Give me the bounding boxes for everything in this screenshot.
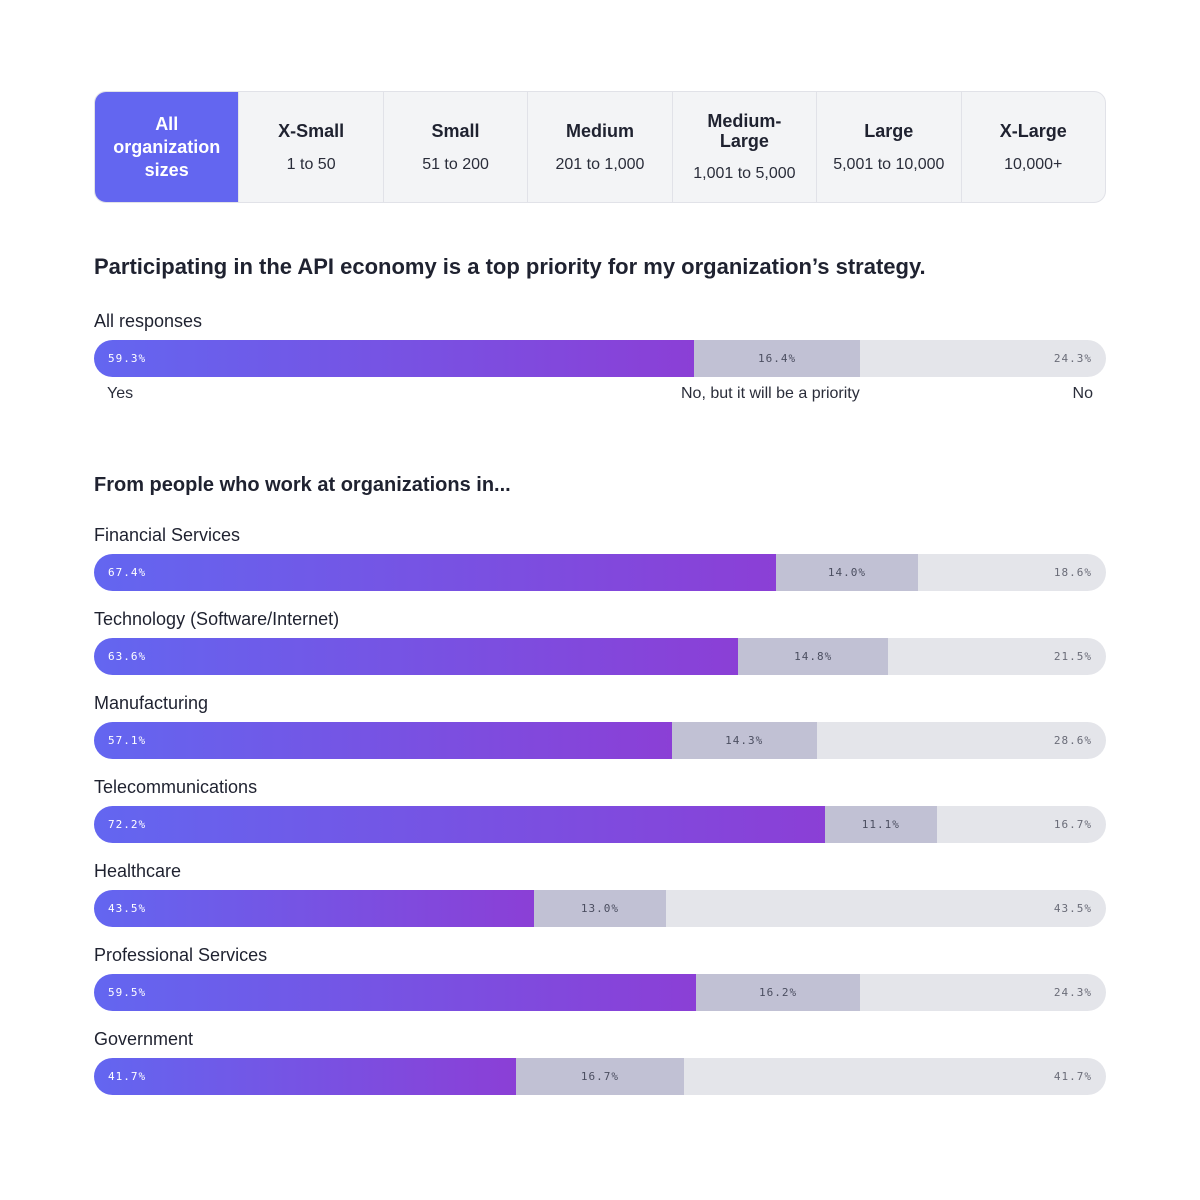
bar-value-label: 59.3% bbox=[108, 352, 147, 365]
bar-segment-yes: 59.3% bbox=[94, 340, 695, 377]
organization-size-tabs: All organization sizes X-Small 1 to 50 S… bbox=[94, 91, 1106, 203]
bar-value-label: 72.2% bbox=[108, 818, 147, 831]
tab-x-large[interactable]: X-Large 10,000+ bbox=[960, 92, 1105, 202]
bar-segment-no: 18.6% bbox=[917, 554, 1106, 591]
stacked-bar: 43.5% 13.0% 43.5% bbox=[94, 890, 1106, 927]
tab-x-small[interactable]: X-Small 1 to 50 bbox=[238, 92, 382, 202]
tab-range: 51 to 200 bbox=[422, 156, 489, 173]
bar-segment-no: 16.7% bbox=[936, 806, 1106, 843]
stacked-bar: 41.7% 16.7% 41.7% bbox=[94, 1058, 1106, 1095]
tab-label: Large bbox=[864, 121, 914, 141]
bar-segment-will-be-priority: 14.3% bbox=[671, 722, 817, 759]
stacked-bar: 72.2% 11.1% 16.7% bbox=[94, 806, 1106, 843]
tab-range: 1,001 to 5,000 bbox=[693, 165, 796, 182]
tab-label: Medium bbox=[565, 121, 634, 141]
tab-medium[interactable]: Medium 201 to 1,000 bbox=[527, 92, 671, 202]
row-label: All responses bbox=[94, 311, 203, 331]
bar-segment-yes: 63.6% bbox=[94, 638, 739, 675]
tab-all-organization-sizes[interactable]: All organization sizes bbox=[95, 92, 239, 202]
row-label: Government bbox=[94, 1029, 194, 1049]
row-label: Professional Services bbox=[94, 945, 268, 965]
tab-range: 5,001 to 10,000 bbox=[833, 156, 945, 173]
section-subheading: From people who work at organizations in… bbox=[94, 474, 511, 496]
legend-will-be-priority: No, but it will be a priority bbox=[681, 385, 860, 402]
bar-value-label: 63.6% bbox=[108, 650, 147, 663]
bar-segment-yes: 43.5% bbox=[94, 890, 535, 927]
bar-value-label: 28.6% bbox=[1053, 734, 1092, 747]
bar-value-label: 16.7% bbox=[1053, 818, 1092, 831]
bar-value-label: 41.7% bbox=[1053, 1070, 1092, 1083]
stacked-bar: 63.6% 14.8% 21.5% bbox=[94, 638, 1106, 675]
bar-segment-no: 28.6% bbox=[816, 722, 1106, 759]
tab-label: All organization sizes bbox=[113, 113, 221, 180]
stacked-bar: 57.1% 14.3% 28.6% bbox=[94, 722, 1106, 759]
bar-segment-no: 24.3% bbox=[860, 340, 1106, 377]
bar-value-label: 14.3% bbox=[725, 734, 764, 747]
bar-segment-yes: 41.7% bbox=[94, 1058, 516, 1095]
legend-yes: Yes bbox=[107, 385, 134, 402]
bar-value-label: 14.0% bbox=[827, 566, 866, 579]
bar-value-label: 41.7% bbox=[108, 1070, 147, 1083]
bar-value-label: 67.4% bbox=[108, 566, 147, 579]
row-label: Financial Services bbox=[94, 525, 241, 545]
bar-segment-yes: 67.4% bbox=[94, 554, 777, 591]
tab-range: 201 to 1,000 bbox=[555, 156, 645, 173]
chart-question: Participating in the API economy is a to… bbox=[94, 254, 926, 279]
bar-value-label: 24.3% bbox=[1053, 352, 1092, 365]
bar-segment-no: 43.5% bbox=[665, 890, 1106, 927]
bar-value-label: 21.5% bbox=[1053, 650, 1092, 663]
tab-label: X-Large bbox=[999, 121, 1067, 141]
bar-segment-will-be-priority: 14.0% bbox=[776, 554, 918, 591]
tab-label: X-Small bbox=[278, 121, 345, 141]
bar-value-label: 24.3% bbox=[1053, 986, 1092, 999]
bar-segment-yes: 59.5% bbox=[94, 974, 697, 1011]
bar-value-label: 43.5% bbox=[108, 902, 147, 915]
bar-value-label: 16.4% bbox=[758, 352, 797, 365]
bar-value-label: 11.1% bbox=[861, 818, 900, 831]
bar-segment-no: 24.3% bbox=[860, 974, 1106, 1011]
bar-value-label: 16.7% bbox=[580, 1070, 620, 1083]
bar-segment-no: 41.7% bbox=[684, 1058, 1106, 1095]
bar-value-label: 59.5% bbox=[108, 986, 147, 999]
bar-segment-will-be-priority: 16.4% bbox=[694, 340, 861, 377]
bar-segment-no: 21.5% bbox=[888, 638, 1106, 675]
bar-value-label: 13.0% bbox=[580, 902, 620, 915]
stacked-bar: 59.5% 16.2% 24.3% bbox=[94, 974, 1106, 1011]
bar-segment-will-be-priority: 16.2% bbox=[696, 974, 861, 1011]
tab-range: 1 to 50 bbox=[286, 156, 336, 173]
bar-value-label: 18.6% bbox=[1053, 566, 1092, 579]
row-label: Manufacturing bbox=[94, 693, 209, 713]
bar-segment-yes: 72.2% bbox=[94, 806, 825, 843]
tab-medium-large[interactable]: Medium-Large 1,001 to 5,000 bbox=[671, 92, 816, 202]
legend-no: No bbox=[1072, 385, 1093, 402]
bar-value-label: 57.1% bbox=[108, 734, 147, 747]
bar-value-label: 14.8% bbox=[794, 650, 833, 663]
bar-segment-will-be-priority: 11.1% bbox=[824, 806, 937, 843]
bar-value-label: 43.5% bbox=[1053, 902, 1092, 915]
bar-segment-yes: 57.1% bbox=[94, 722, 672, 759]
bar-segment-will-be-priority: 14.8% bbox=[738, 638, 889, 675]
tab-large[interactable]: Large 5,001 to 10,000 bbox=[816, 92, 960, 202]
tab-small[interactable]: Small 51 to 200 bbox=[382, 92, 527, 202]
tab-range: 10,000+ bbox=[1004, 156, 1063, 173]
tab-label: Small bbox=[431, 121, 480, 141]
bar-segment-will-be-priority: 16.7% bbox=[515, 1058, 685, 1095]
row-label: Technology (Software/Internet) bbox=[94, 609, 340, 629]
tab-label: Medium-Large bbox=[707, 111, 782, 151]
bar-value-label: 16.2% bbox=[759, 986, 798, 999]
bar-segment-will-be-priority: 13.0% bbox=[534, 890, 666, 927]
row-label: Healthcare bbox=[94, 861, 182, 881]
row-label: Telecommunications bbox=[94, 777, 258, 797]
stacked-bar: 59.3% 16.4% 24.3% bbox=[94, 340, 1106, 377]
stacked-bar: 67.4% 14.0% 18.6% bbox=[94, 554, 1106, 591]
